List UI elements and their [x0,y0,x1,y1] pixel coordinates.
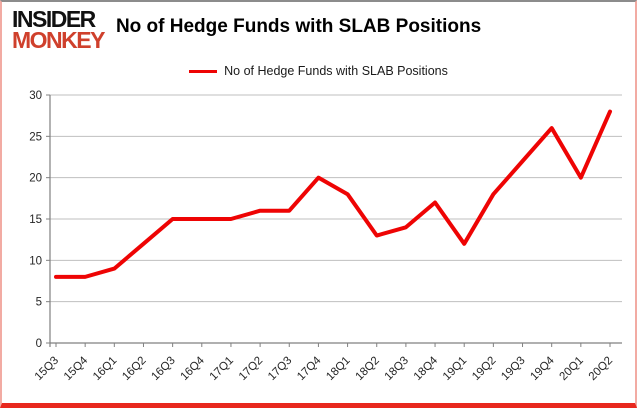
logo-line-insider: INSIDER [12,6,96,32]
x-tick-label: 16Q4 [179,354,208,383]
x-tick-label: 15Q4 [62,354,91,383]
legend-label: No of Hedge Funds with SLAB Positions [224,64,448,78]
x-tick-label: 19Q3 [499,355,527,383]
y-tick-label: 10 [29,255,42,267]
chart-title: No of Hedge Funds with SLAB Positions [115,16,482,37]
x-tick-label: 19Q4 [528,354,557,383]
x-tick-label: 18Q1 [324,355,352,383]
legend: No of Hedge Funds with SLAB Positions [2,61,635,81]
x-tick-label: 18Q4 [412,354,441,383]
header: INSIDER MONKEY No of Hedge Funds with SL… [2,2,635,57]
legend-line-swatch [189,69,218,73]
x-tick-label: 16Q3 [149,355,177,383]
x-tick-label: 19Q2 [470,355,498,383]
y-tick-label: 20 [29,173,42,185]
x-tick-label: 17Q1 [208,355,236,383]
y-tick-label: 5 [36,297,42,309]
x-tick-label: 20Q2 [587,355,615,383]
y-tick-label: 30 [29,90,42,102]
x-tick-label: 18Q2 [353,355,381,383]
y-tick-label: 25 [29,131,42,143]
line-chart: 0 5 10 15 20 25 30 15Q3 15Q4 16Q1 16Q2 16Q3 16Q4 17Q1… [29,90,622,383]
x-tick-label: 17Q3 [266,355,294,383]
x-tick-label: 18Q3 [383,355,411,383]
x-tick-label: 15Q3 [33,355,61,383]
data-line-series [54,109,612,279]
x-tick-label: 16Q1 [91,355,119,383]
insider-monkey-logo: INSIDER MONKEY [12,6,105,54]
logo-line-monkey: MONKEY [12,27,105,54]
x-tick-label: 16Q2 [120,355,148,383]
x-tick-label: 19Q1 [441,355,469,383]
x-tick-label: 17Q2 [237,355,265,383]
x-tick-label: 17Q4 [295,354,324,383]
x-tick-label: 20Q1 [558,355,586,383]
y-tick-label: 15 [29,214,42,226]
y-tick-label: 0 [36,338,42,350]
